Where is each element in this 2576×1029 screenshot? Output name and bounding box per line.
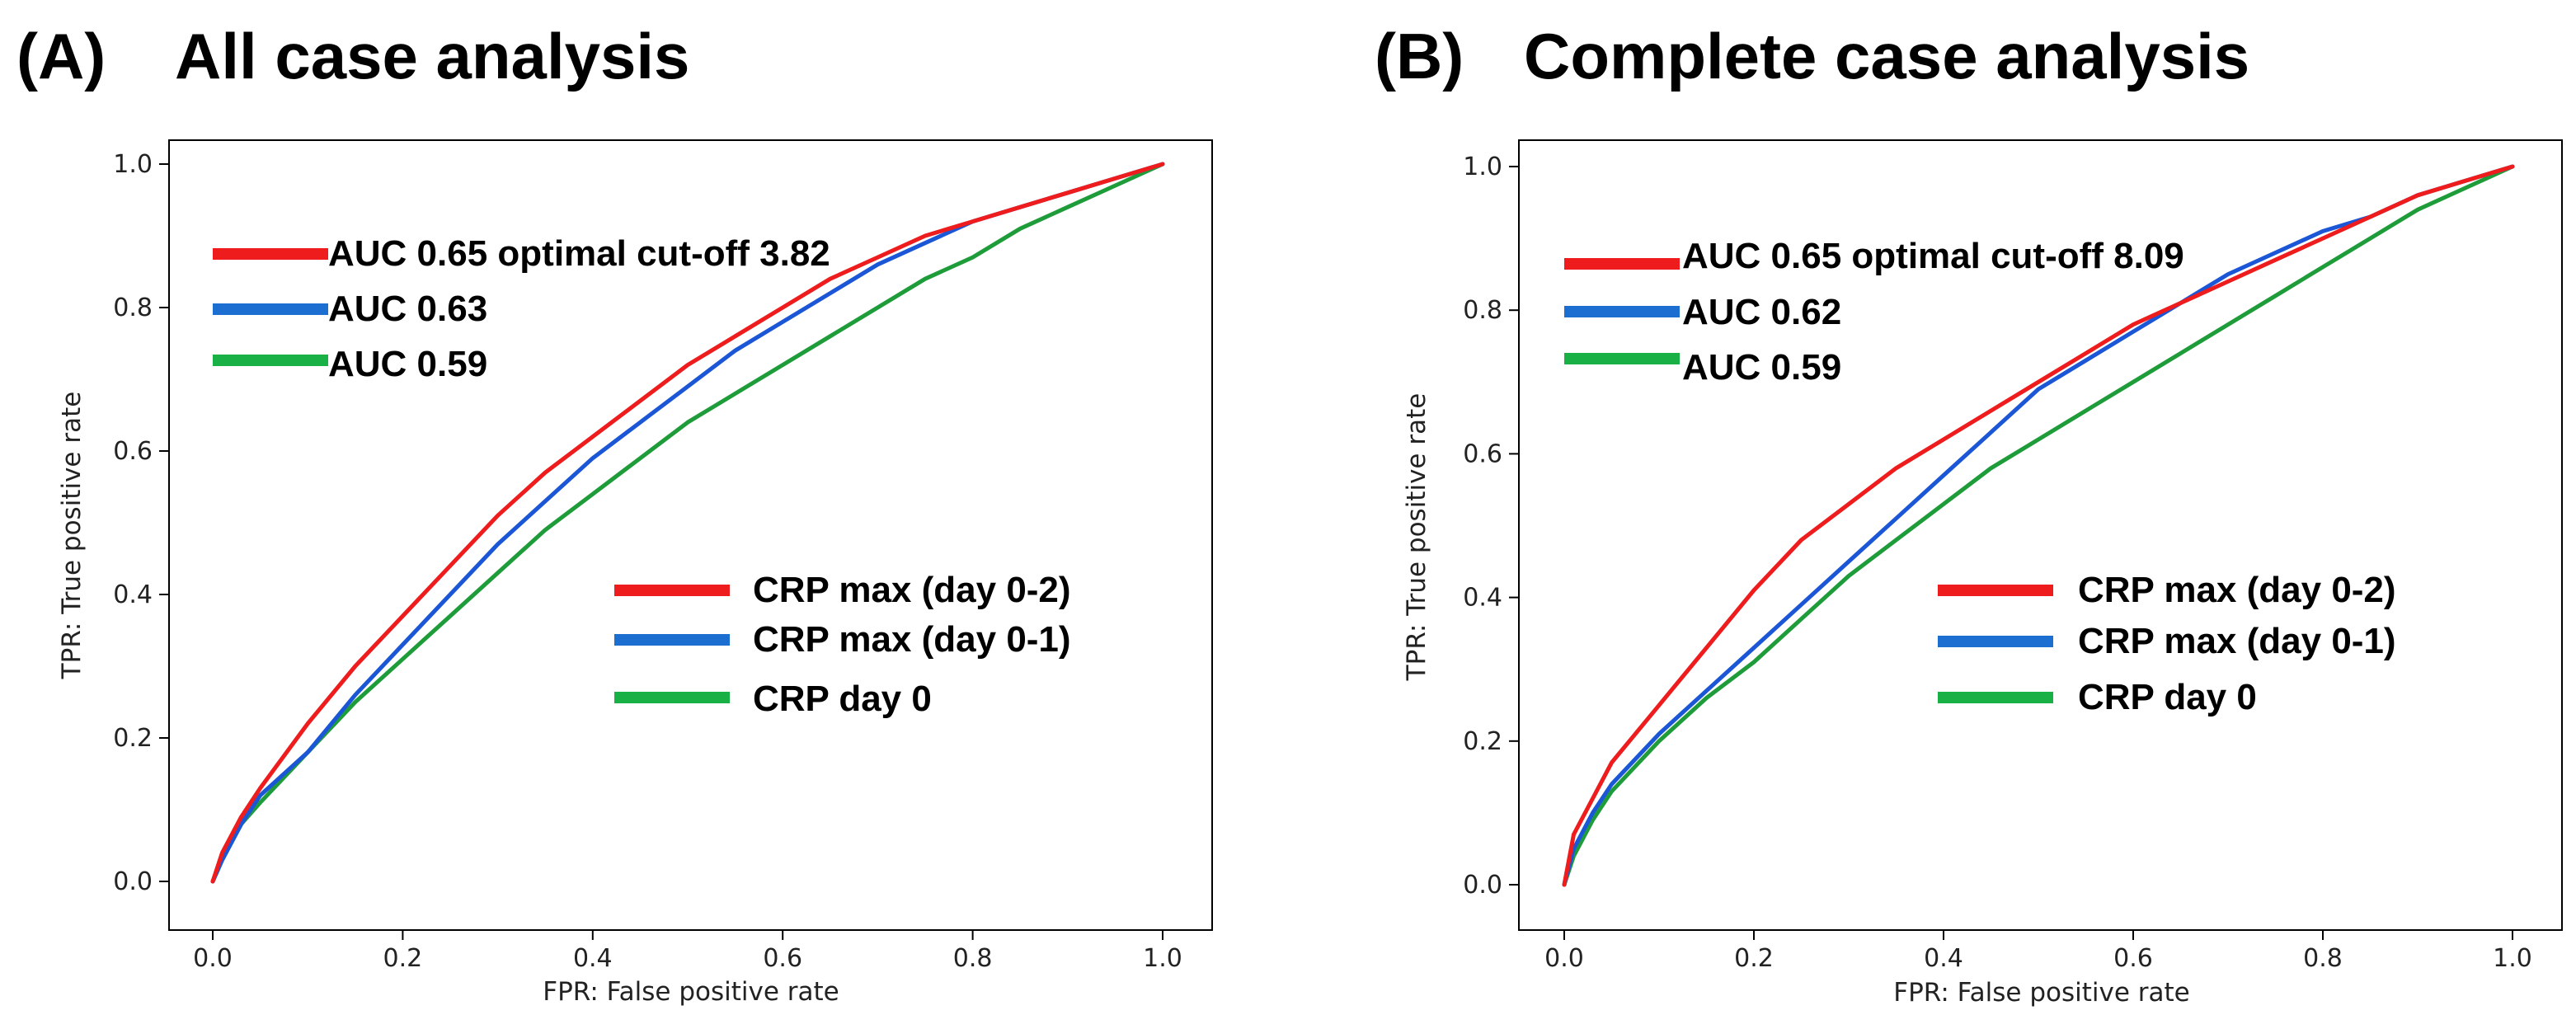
panel-a-auc-legend-entry: AUC 0.63 <box>328 289 487 329</box>
panel-b-x-tick-label: 0.8 <box>2303 944 2343 973</box>
panel-a-x-ticks: 0.0 0.2 0.4 0.6 0.8 1.0 <box>193 930 1182 973</box>
panel-a-y-tick-label: 0.6 <box>113 437 153 466</box>
panel-a-series-legend-entry: CRP day 0 <box>753 679 932 719</box>
panel-a-y-tick-label: 0.2 <box>113 724 153 753</box>
panel-a-label: (A) <box>16 20 106 92</box>
panel-b-x-tick-label: 0.2 <box>1734 944 1774 973</box>
panel-a-auc-legend: AUC 0.65 optimal cut-off 3.82 AUC 0.63 A… <box>213 233 830 384</box>
panel-a-series-legend-entry: CRP max (day 0-1) <box>753 619 1071 660</box>
panel-a-roc-curve-red <box>210 162 1165 884</box>
panel-a-title: All case analysis <box>175 20 689 92</box>
panel-b-auc-legend-entry: AUC 0.59 <box>1682 347 1841 388</box>
panel-b-x-ticks: 0.0 0.2 0.4 0.6 0.8 1.0 <box>1544 930 2532 973</box>
panel-a-x-tick-label: 0.4 <box>573 944 613 973</box>
panel-b-roc-curves <box>1562 164 2515 887</box>
panel-a-y-tick-label: 1.0 <box>113 150 153 179</box>
panel-a-series-legend: CRP max (day 0-2) CRP max (day 0-1) CRP … <box>614 570 1071 719</box>
panel-b-x-tick-label: 0.4 <box>1924 944 1963 973</box>
panel-b-x-axis-label: FPR: False positive rate <box>1893 978 2190 1008</box>
panel-b-roc-curve-blue <box>1562 164 2515 887</box>
panel-b-title: Complete case analysis <box>1524 20 2249 92</box>
panel-a-y-tick-label: 0.0 <box>113 867 153 896</box>
panel-b-series-legend-entry: CRP max (day 0-2) <box>2078 570 2396 610</box>
panel-a-plot-frame <box>168 139 1213 931</box>
panel-b-roc-curve-green <box>1562 164 2515 887</box>
panel-a-x-tick-label: 0.0 <box>193 944 233 973</box>
panel-a-y-axis-label: TPR: True positive rate <box>57 392 87 680</box>
panel-b-y-tick-label: 0.0 <box>1463 871 1502 900</box>
panel-b-series-legend-entry: CRP max (day 0-1) <box>2078 621 2396 661</box>
panel-a-y-tick-label: 0.4 <box>113 580 153 609</box>
panel-a-x-tick-label: 1.0 <box>1143 944 1182 973</box>
panel-a-y-tick-label: 0.8 <box>113 294 153 322</box>
panel-a-x-axis-label: FPR: False positive rate <box>543 977 839 1007</box>
panel-b-y-tick-label: 0.4 <box>1463 584 1502 613</box>
panel-b-y-axis-label: TPR: True positive rate <box>1402 393 1431 682</box>
panel-b-series-legend: CRP max (day 0-2) CRP max (day 0-1) CRP … <box>1938 570 2396 717</box>
panel-b-y-tick-label: 0.2 <box>1463 727 1502 756</box>
panel-b-auc-legend: AUC 0.65 optimal cut-off 8.09 AUC 0.62 A… <box>1564 236 2184 388</box>
panel-b-plot-frame <box>1518 139 2563 931</box>
panel-b-y-tick-label: 0.6 <box>1463 439 1502 468</box>
panel-a-auc-legend-entry: AUC 0.59 <box>328 344 487 384</box>
panel-a-y-ticks: 0.0 0.2 0.4 0.6 0.8 1.0 <box>113 150 169 896</box>
panel-a-roc-curves <box>210 162 1165 884</box>
panel-a: (A) All case analysis 0.0 0.2 0.4 0.6 0.8 1.0… <box>16 20 1213 1007</box>
panel-b-label: (B) <box>1375 20 1464 92</box>
panel-a-auc-legend-entry: AUC 0.65 optimal cut-off 3.82 <box>328 233 830 274</box>
panel-b: (B) Complete case analysis 0.0 0.2 0.4 0.6 0… <box>1375 20 2563 1008</box>
panel-b-x-tick-label: 0.6 <box>2113 944 2153 973</box>
panel-a-x-tick-label: 0.2 <box>383 944 423 973</box>
panel-b-roc-curve-red <box>1562 164 2515 887</box>
panel-b-y-tick-label: 1.0 <box>1463 153 1502 181</box>
panel-a-x-tick-label: 0.6 <box>763 944 802 973</box>
panel-b-series-legend-entry: CRP day 0 <box>2078 677 2257 717</box>
panel-b-y-ticks: 0.0 0.2 0.4 0.6 0.8 1.0 <box>1463 153 1519 900</box>
panel-b-auc-legend-entry: AUC 0.65 optimal cut-off 8.09 <box>1682 236 2184 276</box>
panel-b-y-tick-label: 0.8 <box>1463 296 1502 325</box>
panel-a-x-tick-label: 0.8 <box>953 944 993 973</box>
panel-b-x-tick-label: 0.0 <box>1544 944 1584 973</box>
panel-a-series-legend-entry: CRP max (day 0-2) <box>753 570 1071 610</box>
panel-b-auc-legend-entry: AUC 0.62 <box>1682 292 1841 332</box>
panel-b-x-tick-label: 1.0 <box>2493 944 2532 973</box>
